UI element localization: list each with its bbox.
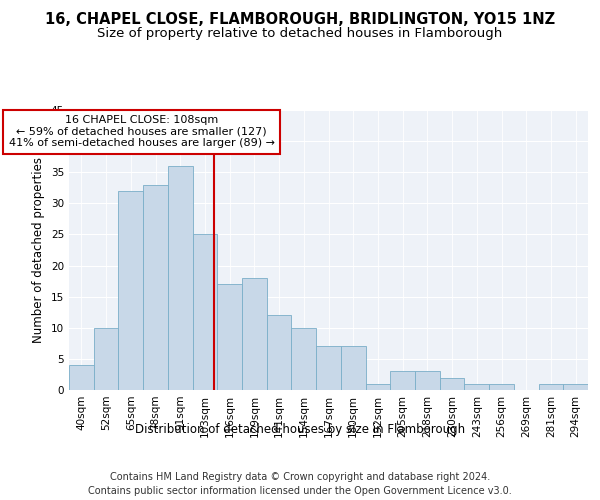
Bar [440, 378, 464, 390]
Text: Distribution of detached houses by size in Flamborough: Distribution of detached houses by size … [135, 422, 465, 436]
Bar [341, 346, 365, 390]
Bar [563, 384, 588, 390]
Y-axis label: Number of detached properties: Number of detached properties [32, 157, 46, 343]
Bar [415, 372, 440, 390]
Text: 16, CHAPEL CLOSE, FLAMBOROUGH, BRIDLINGTON, YO15 1NZ: 16, CHAPEL CLOSE, FLAMBOROUGH, BRIDLINGT… [45, 12, 555, 28]
Bar [539, 384, 563, 390]
Bar [267, 316, 292, 390]
Text: Size of property relative to detached houses in Flamborough: Size of property relative to detached ho… [97, 28, 503, 40]
Bar [94, 328, 118, 390]
Bar [464, 384, 489, 390]
Bar [168, 166, 193, 390]
Bar [217, 284, 242, 390]
Text: Contains public sector information licensed under the Open Government Licence v3: Contains public sector information licen… [88, 486, 512, 496]
Bar [143, 184, 168, 390]
Bar [69, 365, 94, 390]
Bar [390, 372, 415, 390]
Bar [316, 346, 341, 390]
Bar [292, 328, 316, 390]
Text: 16 CHAPEL CLOSE: 108sqm
← 59% of detached houses are smaller (127)
41% of semi-d: 16 CHAPEL CLOSE: 108sqm ← 59% of detache… [9, 115, 275, 148]
Text: Contains HM Land Registry data © Crown copyright and database right 2024.: Contains HM Land Registry data © Crown c… [110, 472, 490, 482]
Bar [242, 278, 267, 390]
Bar [193, 234, 217, 390]
Bar [118, 191, 143, 390]
Bar [489, 384, 514, 390]
Bar [365, 384, 390, 390]
